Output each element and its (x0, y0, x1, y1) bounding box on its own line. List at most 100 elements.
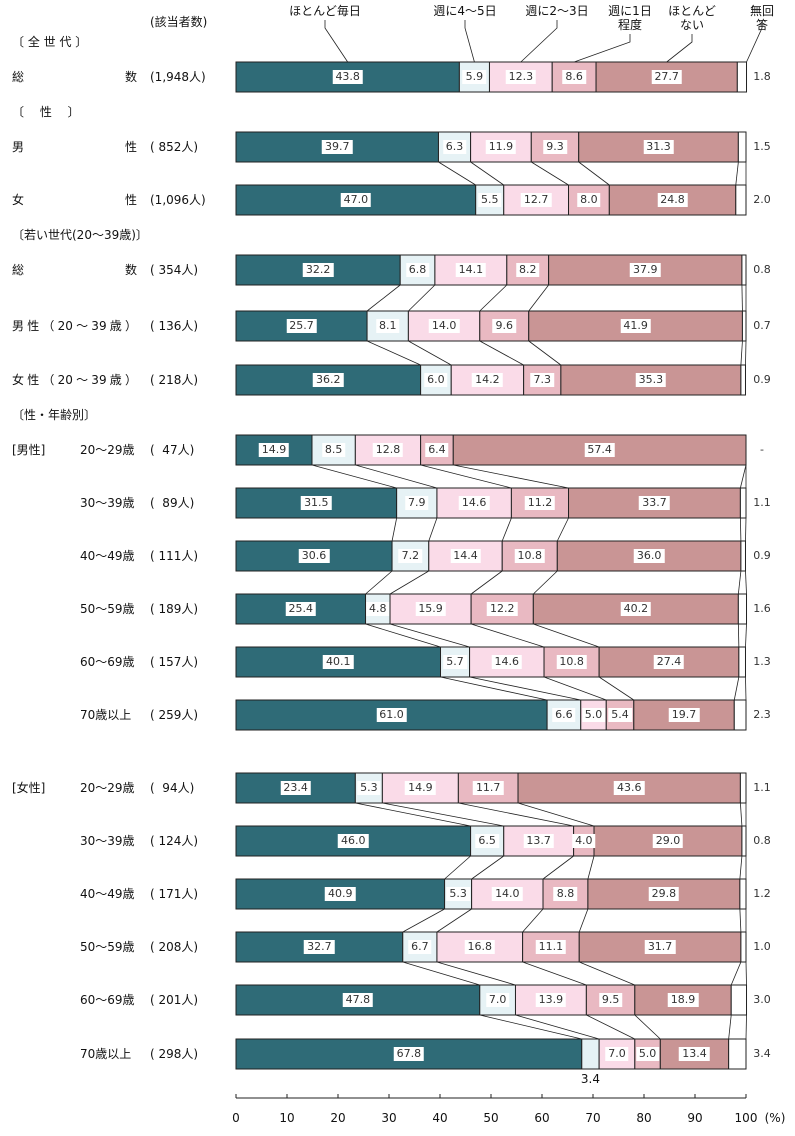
value-label: 0.7 (750, 319, 774, 333)
connector-line (543, 676, 607, 701)
value-label: 14.4 (450, 549, 481, 563)
section-label: 〔 性 〕 (12, 105, 80, 119)
connector-line (391, 517, 398, 542)
section-label: 〔 全 世 代 〕 (12, 35, 88, 49)
row-label: 40～49歳 (80, 549, 135, 563)
connector-line (579, 961, 635, 986)
connector-line (528, 284, 549, 312)
connector-line (420, 464, 512, 489)
connector-line (517, 802, 595, 827)
bar-segment (733, 699, 747, 731)
connector-line (522, 908, 544, 933)
bar-segment (737, 593, 748, 625)
row-count: ( 124人) (150, 834, 199, 848)
row-count: ( 94人) (150, 781, 195, 795)
connector-line (501, 517, 512, 542)
bar-segment (737, 131, 747, 163)
row-count: ( 201人) (150, 993, 199, 1007)
connector-line (733, 676, 740, 701)
row-count: ( 89人) (150, 496, 195, 510)
legend-leader (324, 20, 349, 63)
connector-line (470, 623, 545, 648)
value-label: 23.4 (280, 781, 311, 795)
legend-leader (746, 20, 763, 63)
value-label: 8.5 (321, 443, 346, 457)
connector-line (389, 570, 429, 595)
bar-segment (740, 364, 746, 396)
value-label: 27.7 (651, 70, 682, 84)
row-count: ( 259人) (150, 708, 199, 722)
x-tick-label: 70 (585, 1111, 601, 1125)
value-label: 7.2 (398, 549, 423, 563)
row-count: ( 47人) (150, 443, 195, 457)
value-label: 5.3 (446, 887, 470, 901)
bar-segment (739, 772, 747, 804)
legend-label: ほとんど毎日 (289, 4, 361, 18)
value-label: 40.2 (620, 602, 652, 616)
x-tick-label: 90 (687, 1111, 703, 1125)
value-label: 1.8 (750, 70, 774, 84)
value-label: 6.6 (552, 708, 576, 722)
value-label: 43.6 (613, 781, 645, 795)
row-label: 70歳以上 (80, 708, 132, 722)
row-count: (1,096人) (150, 193, 206, 207)
legend-leader (520, 20, 558, 63)
row-count: ( 189人) (150, 602, 199, 616)
connector-line (458, 802, 574, 827)
row-label: 女性（20～39歳） (12, 373, 137, 387)
legend-label: 週に2～3日 (525, 4, 589, 18)
connector-line (438, 161, 476, 186)
value-label: 40.9 (325, 887, 356, 901)
connector-line (739, 802, 743, 827)
connector-line (735, 161, 739, 186)
connector-line (542, 855, 574, 880)
connector-line (745, 340, 747, 366)
connector-line (366, 340, 421, 366)
bar-segment (741, 310, 747, 342)
value-label: 41.9 (620, 319, 651, 333)
connector-line (428, 517, 438, 542)
connector-line (730, 961, 742, 986)
value-label: 11.7 (472, 781, 504, 795)
value-label: 3.4 (580, 1072, 600, 1086)
legend-label: 週に4～5日 (433, 4, 497, 18)
connector-line (402, 961, 480, 986)
value-label: 35.3 (635, 373, 667, 387)
row-count: ( 136人) (150, 319, 199, 333)
value-label: 8.0 (577, 193, 601, 207)
row-count: ( 354人) (150, 263, 199, 277)
value-label: 6.3 (442, 140, 467, 154)
bar-segment (738, 646, 746, 678)
value-label: 5.5 (477, 193, 502, 207)
connector-line (739, 855, 743, 880)
x-tick-label: 50 (483, 1111, 499, 1125)
value-label: 29.8 (648, 887, 680, 901)
x-tick-label: 100 (734, 1111, 758, 1125)
section-label: 〔性・年齢別〕 (12, 408, 97, 422)
connector-line (365, 623, 441, 648)
value-label: 11.1 (535, 940, 567, 954)
connector-line (741, 284, 743, 312)
value-label: 15.9 (415, 602, 446, 616)
connector-line (598, 676, 635, 701)
connector-line (737, 623, 740, 648)
connector-line (745, 676, 747, 701)
connector-line (479, 284, 508, 312)
row-label: 50～59歳 (80, 602, 135, 616)
value-label: 9.5 (598, 993, 623, 1007)
value-label: 6.4 (425, 443, 449, 457)
connector-line (740, 340, 743, 366)
value-label: 10.8 (556, 655, 587, 669)
value-label: 32.7 (304, 940, 335, 954)
value-label: 1.1 (750, 496, 774, 510)
value-label: 31.3 (643, 140, 674, 154)
row-label: 総数 (12, 263, 137, 277)
connector-line (479, 340, 524, 366)
bar-segment (741, 254, 747, 286)
value-label: 29.0 (652, 834, 684, 848)
value-label: 47.0 (340, 193, 372, 207)
connector-line (389, 623, 470, 648)
value-label: 14.9 (405, 781, 436, 795)
legend-leader (464, 20, 475, 63)
